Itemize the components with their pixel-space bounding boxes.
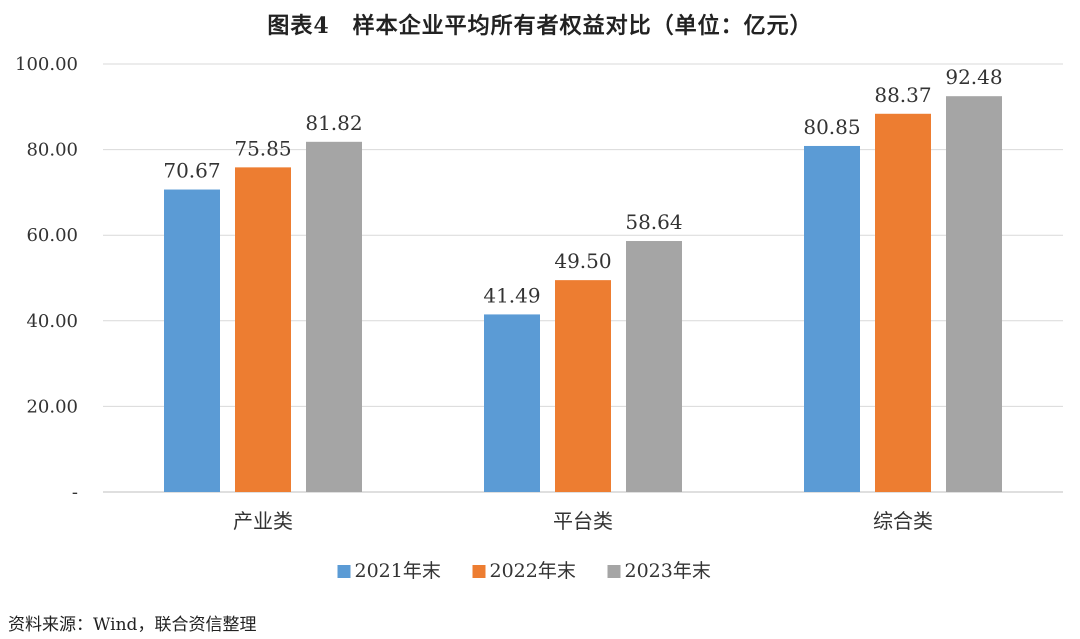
y-tick-label: 80.00 (26, 140, 78, 161)
chart-title: 图表4 样本企业平均所有者权益对比（单位：亿元） (267, 13, 813, 39)
y-tick-label: 100.00 (15, 54, 78, 75)
data-label: 49.50 (554, 249, 611, 273)
data-label: 75.85 (234, 136, 291, 160)
y-tick-label: 40.00 (26, 311, 78, 332)
x-tick-label: 产业类 (233, 509, 293, 533)
x-tick-label: 综合类 (873, 509, 933, 533)
bar (484, 314, 540, 492)
y-tick-label: - (72, 482, 78, 503)
bar (804, 145, 860, 492)
legend-swatch (337, 565, 351, 578)
bar (875, 113, 931, 492)
data-label: 92.48 (945, 65, 1002, 89)
data-label: 58.64 (625, 210, 682, 234)
data-label: 80.85 (803, 115, 860, 139)
data-label: 70.67 (163, 159, 220, 183)
data-label: 41.49 (483, 283, 540, 307)
bar-chart: - 20.00 40.00 60.00 80.00 100.00 70.67 75.85 81.… (15, 54, 1063, 582)
legend-swatch (472, 565, 486, 578)
bar (164, 189, 220, 492)
legend-label: 2022年末 (490, 560, 576, 582)
data-label: 88.37 (874, 83, 931, 107)
bar (626, 241, 682, 492)
legend-label: 2023年末 (625, 560, 711, 582)
x-tick-label: 平台类 (553, 509, 613, 533)
legend-label: 2021年末 (355, 560, 441, 582)
bar (946, 96, 1002, 492)
bar (555, 280, 611, 492)
bar (306, 141, 362, 492)
legend-swatch (607, 565, 621, 578)
bar (235, 167, 291, 492)
data-label: 81.82 (305, 111, 362, 135)
y-tick-label: 60.00 (26, 225, 78, 246)
y-tick-label: 20.00 (26, 396, 78, 417)
source-note: 资料来源：Wind，联合资信整理 (8, 615, 257, 635)
